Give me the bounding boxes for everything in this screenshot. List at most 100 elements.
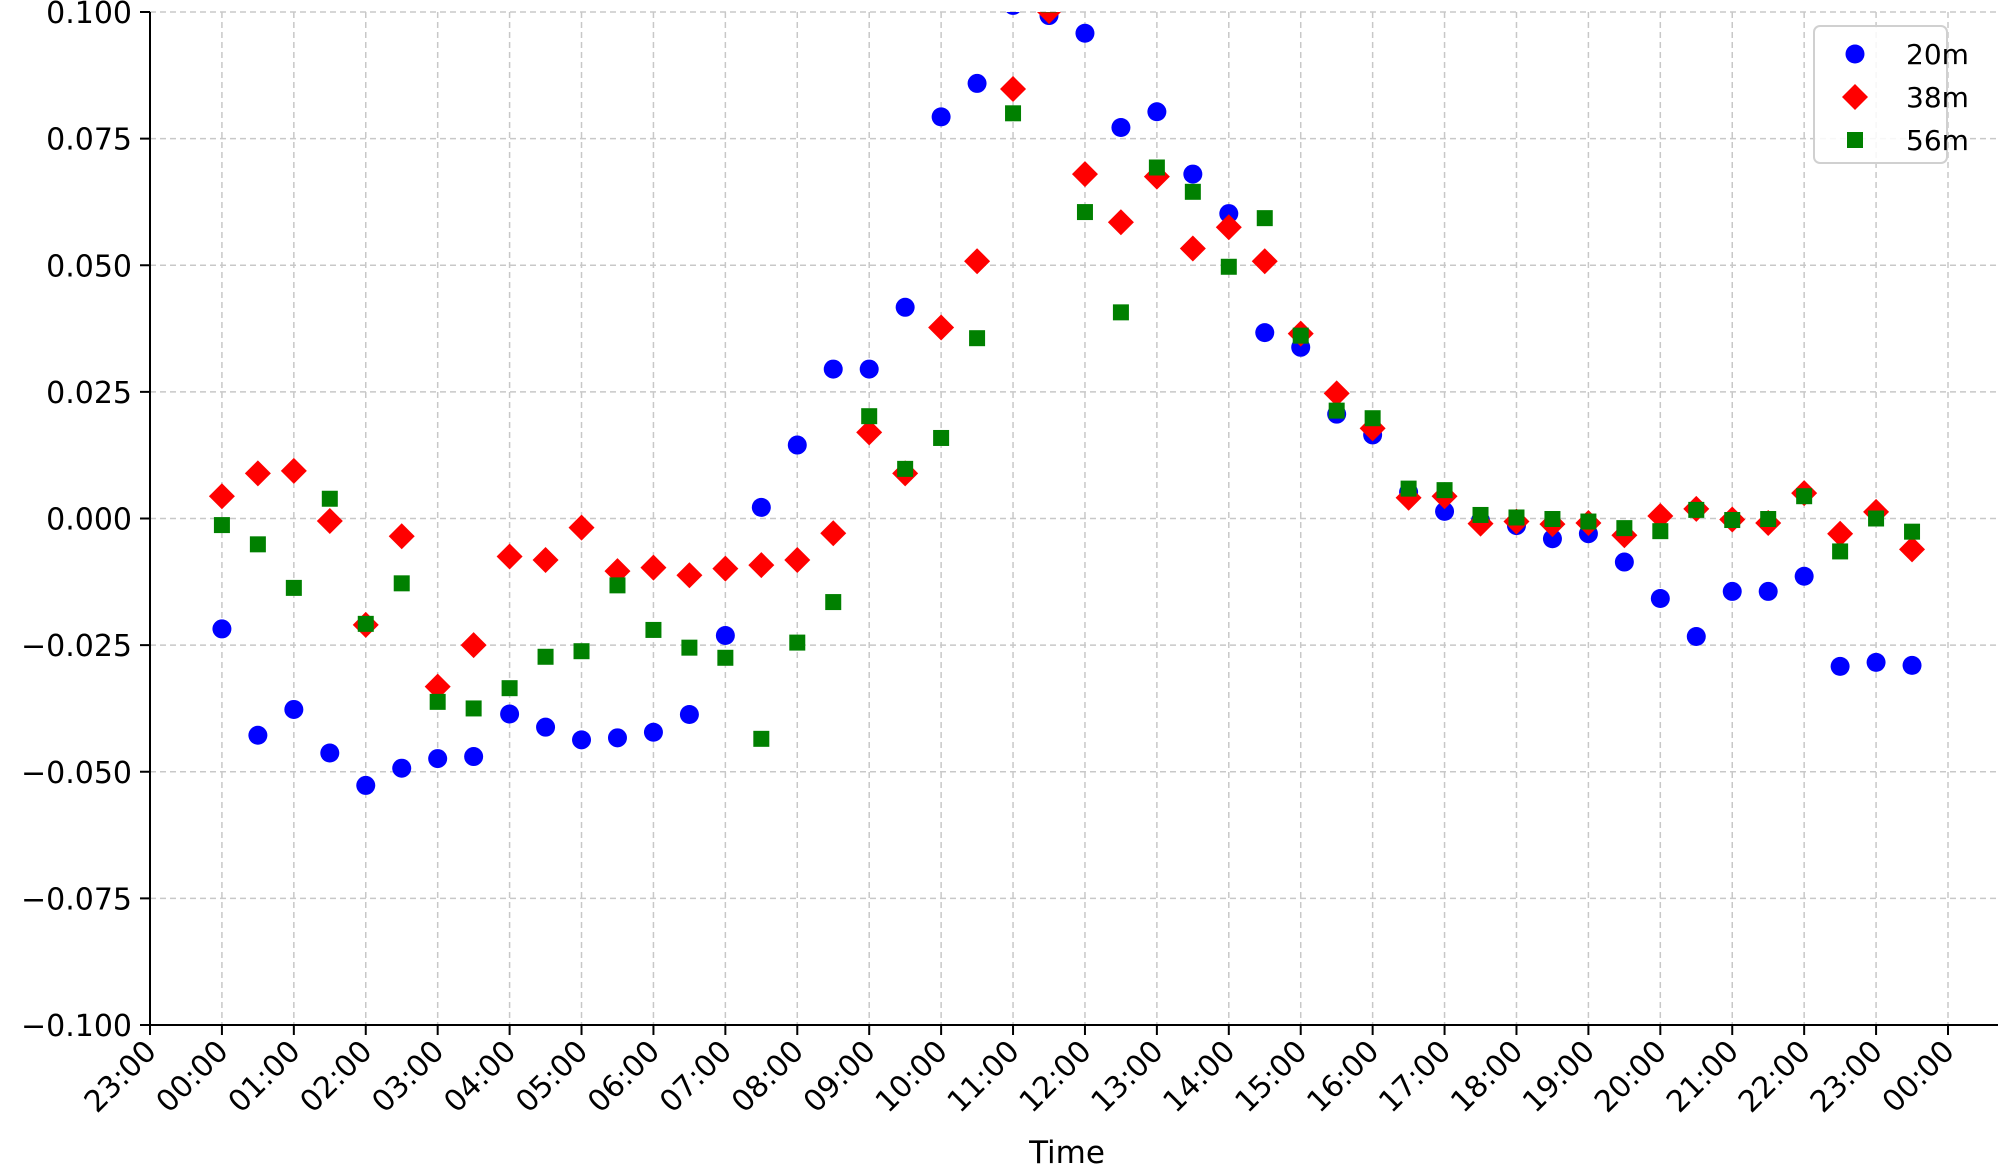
point-56m-23:00 [1868,510,1885,527]
x-tick-label: 23:00 [1804,1034,1890,1120]
x-tick-label: 19:00 [1516,1034,1602,1120]
point-20m-07:00 [715,626,735,646]
point-20m-03:30 [464,747,484,767]
point-56m-06:30 [681,639,698,656]
point-20m-22:30 [1830,656,1850,676]
point-38m-03:30 [460,632,487,659]
point-38m-02:30 [388,523,415,550]
point-56m-22:30 [1832,543,1849,560]
point-20m-00:00 [212,619,232,639]
y-tick-label: −0.025 [21,629,132,664]
x-tick-label: 00:00 [1876,1034,1962,1120]
x-tick-label: 14:00 [1157,1034,1243,1120]
x-tick-label: 00:00 [150,1034,236,1120]
x-tick-label: 09:00 [797,1034,883,1120]
point-56m-19:30 [1616,520,1633,537]
legend-marker-20m [1845,44,1865,64]
point-56m-02:00 [357,615,374,632]
point-20m-12:00 [1075,23,1095,43]
legend: 20m 38m 56m [1813,25,1969,164]
point-38m-01:30 [316,508,343,535]
point-20m-23:30 [1902,655,1922,675]
point-38m-04:00 [496,543,523,570]
x-tick-label: 02:00 [294,1034,380,1120]
point-38m-14:30 [1251,248,1278,275]
point-38m-12:30 [1107,209,1134,236]
point-20m-13:00 [1147,102,1167,122]
point-56m-22:00 [1796,488,1813,505]
point-38m-00:30 [244,460,271,487]
x-tick-label: 15:00 [1228,1034,1314,1120]
y-ticks: 0.100 0.075 0.050 0.025 0.000 −0.025 −0.050 −0.… [21,0,150,1044]
point-20m-05:00 [572,730,592,750]
point-20m-07:30 [751,497,771,517]
point-38m-10:00 [928,314,955,341]
legend-marker-38m [1842,84,1868,110]
x-axis-title: Time [1028,1135,1105,1169]
y-tick-label: 0.100 [46,0,132,31]
point-56m-15:00 [1292,327,1309,344]
point-20m-19:30 [1614,552,1634,572]
point-38m-06:30 [676,562,703,589]
point-20m-04:30 [536,717,556,737]
x-tick-label: 16:00 [1300,1034,1386,1120]
point-38m-07:30 [748,552,775,579]
point-38m-01:00 [280,457,307,484]
x-tick-label: 04:00 [437,1034,523,1120]
legend-label-20m: 20m [1906,38,1969,71]
point-56m-14:00 [1220,258,1237,275]
point-56m-20:30 [1688,501,1705,518]
point-38m-13:30 [1179,235,1206,262]
point-20m-10:30 [967,73,987,93]
point-38m-11:00 [1000,75,1027,102]
y-tick-label: 0.025 [46,376,132,411]
point-20m-02:00 [356,775,376,795]
point-38m-05:00 [568,514,595,541]
legend-label-56m: 56m [1906,124,1969,157]
point-38m-00:00 [208,483,235,510]
point-20m-21:30 [1758,581,1778,601]
x-tick-label: 17:00 [1372,1034,1458,1120]
point-20m-01:30 [320,743,340,763]
x-tick-label: 06:00 [581,1034,667,1120]
point-20m-12:30 [1111,117,1131,137]
point-20m-17:00 [1435,501,1455,521]
point-56m-00:30 [249,536,266,553]
point-20m-14:30 [1255,323,1275,343]
point-38m-23:30 [1899,536,1926,563]
point-56m-18:30 [1544,511,1561,528]
point-56m-21:30 [1760,511,1777,528]
x-tick-label: 10:00 [869,1034,955,1120]
point-56m-05:30 [609,577,626,594]
point-56m-20:00 [1652,523,1669,540]
point-20m-22:00 [1794,566,1814,586]
point-38m-12:00 [1071,161,1098,188]
point-56m-13:30 [1184,183,1201,200]
point-56m-16:00 [1364,410,1381,427]
point-56m-09:00 [861,408,878,425]
legend-frame [1813,25,1948,164]
y-tick-label: −0.050 [21,756,132,791]
point-20m-06:00 [643,722,663,742]
point-20m-06:30 [679,705,699,725]
point-56m-21:00 [1724,512,1741,529]
point-56m-19:00 [1580,513,1597,530]
point-20m-21:00 [1722,581,1742,601]
x-tick-label: 12:00 [1013,1034,1099,1120]
point-20m-18:30 [1542,529,1562,549]
x-tick-label: 03:00 [365,1034,451,1120]
point-20m-20:00 [1650,589,1670,609]
data-points [208,12,1926,795]
point-20m-14:00 [1219,204,1239,224]
point-56m-10:30 [969,330,986,347]
point-20m-10:00 [931,107,951,127]
point-56m-17:30 [1472,506,1489,523]
point-38m-22:30 [1827,520,1854,547]
point-38m-10:30 [964,248,991,275]
point-56m-05:00 [573,643,590,660]
x-tick-label: 20:00 [1588,1034,1674,1120]
point-20m-04:00 [500,704,520,724]
point-38m-04:30 [532,547,559,574]
point-56m-04:30 [537,648,554,665]
point-56m-11:30 [1041,12,1057,13]
